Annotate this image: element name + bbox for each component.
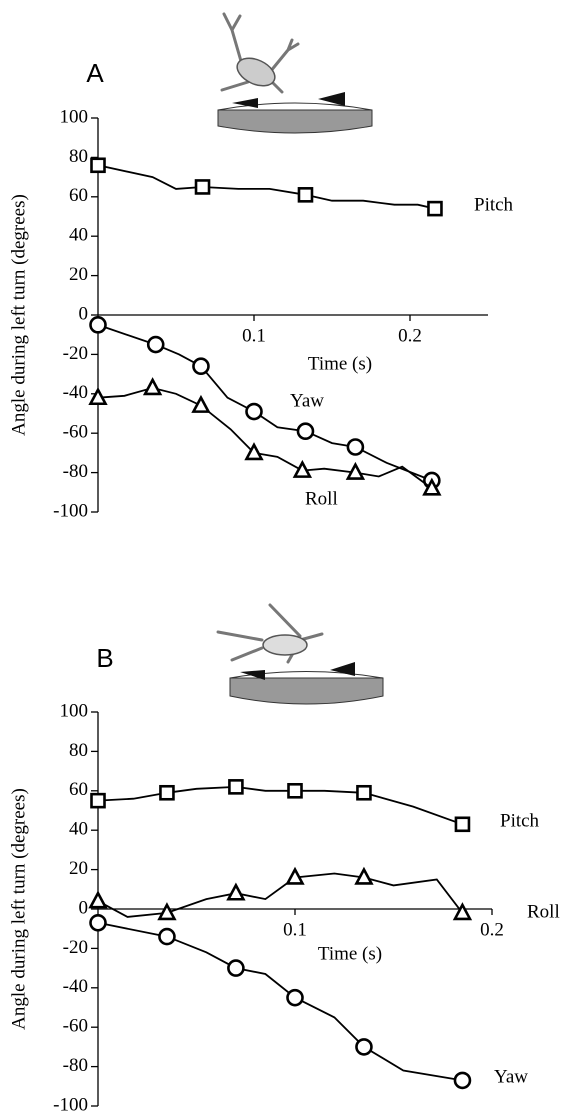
y-axis-label: Angle during left turn (degrees) <box>8 788 29 1030</box>
y-tick-label: -100 <box>53 1094 88 1111</box>
y-tick-label: -60 <box>63 1016 88 1037</box>
y-tick-label: 0 <box>79 303 89 324</box>
marker-triangle <box>91 893 106 907</box>
marker-circle <box>148 337 163 352</box>
y-tick-label: 100 <box>60 700 89 721</box>
series-line <box>98 923 462 1081</box>
marker-square <box>428 202 441 215</box>
marker-square <box>456 818 469 831</box>
marker-triangle <box>145 380 160 394</box>
marker-circle <box>91 317 106 332</box>
y-tick-label: 40 <box>69 819 88 840</box>
marker-square <box>357 786 370 799</box>
x-tick-label: 0.1 <box>242 325 266 346</box>
marker-circle <box>91 915 106 930</box>
y-tick-label: -20 <box>63 343 88 364</box>
marker-square <box>160 786 173 799</box>
y-tick-label: -60 <box>63 422 88 443</box>
marker-circle <box>298 424 313 439</box>
marker-circle <box>356 1039 371 1054</box>
marker-circle <box>348 439 363 454</box>
marker-circle <box>159 929 174 944</box>
panel-label: A <box>86 58 104 88</box>
y-tick-label: -80 <box>63 1055 88 1076</box>
illustration-a <box>218 14 372 133</box>
marker-square <box>92 794 105 807</box>
x-axis-label: Time (s) <box>308 353 372 374</box>
series-line <box>98 787 462 824</box>
marker-circle <box>455 1073 470 1088</box>
series-line <box>98 165 435 208</box>
x-axis-label: Time (s) <box>318 943 382 964</box>
series-line <box>98 874 462 917</box>
series-label: Pitch <box>474 194 514 215</box>
x-tick-label: 0.1 <box>283 919 307 940</box>
marker-square <box>299 188 312 201</box>
y-tick-label: -100 <box>53 500 88 521</box>
y-tick-label: 20 <box>69 264 88 285</box>
marker-square <box>229 780 242 793</box>
marker-triangle <box>193 398 208 412</box>
y-tick-label: 100 <box>60 106 89 127</box>
y-tick-label: 60 <box>69 779 88 800</box>
panel-label: B <box>96 643 113 673</box>
marker-square <box>196 180 209 193</box>
series-line <box>98 388 432 489</box>
figure: A Angle during left turn (degrees) Time (s… <box>0 0 568 1111</box>
series-label: Yaw <box>290 390 324 411</box>
y-tick-label: -40 <box>63 976 88 997</box>
y-tick-label: 40 <box>69 225 88 246</box>
x-tick-label: 0.2 <box>480 919 504 940</box>
y-tick-label: 60 <box>69 185 88 206</box>
marker-circle <box>228 961 243 976</box>
chart-panel: B Angle during left turn (degrees) Time (s… <box>8 643 559 1111</box>
series-label: Roll <box>305 488 338 509</box>
y-axis-label: Angle during left turn (degrees) <box>8 194 29 436</box>
y-tick-label: -20 <box>63 937 88 958</box>
marker-circle <box>247 404 262 419</box>
marker-circle <box>193 359 208 374</box>
y-tick-label: -40 <box>63 382 88 403</box>
y-tick-label: 80 <box>69 740 88 761</box>
marker-circle <box>288 990 303 1005</box>
illustration-b <box>218 605 383 704</box>
marker-triangle <box>228 885 243 899</box>
series-label: Pitch <box>500 810 540 831</box>
series-label: Yaw <box>494 1066 528 1087</box>
y-tick-label: 0 <box>79 897 89 918</box>
y-tick-label: 80 <box>69 146 88 167</box>
y-tick-label: 20 <box>69 858 88 879</box>
x-tick-label: 0.2 <box>398 325 422 346</box>
y-tick-label: -80 <box>63 461 88 482</box>
series-label: Roll <box>527 901 560 922</box>
marker-square <box>92 159 105 172</box>
marker-square <box>289 784 302 797</box>
